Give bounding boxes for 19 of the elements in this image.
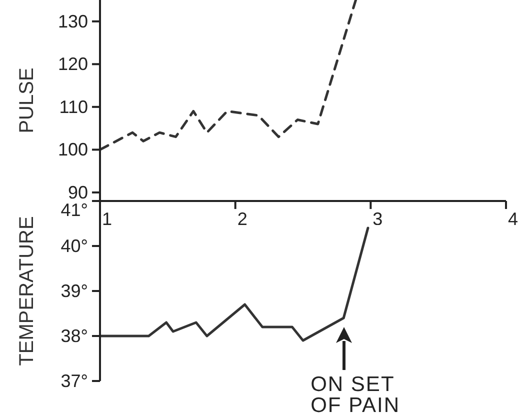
y-tick-label: 40° <box>60 236 88 256</box>
x-tick-label: 1 <box>102 208 112 229</box>
line-series <box>100 226 370 342</box>
x-tick-label: 4 <box>508 208 518 229</box>
y-tick-label: 39° <box>60 281 88 301</box>
x-tick-label: 2 <box>237 208 248 229</box>
y-tick-label: 100 <box>58 140 88 160</box>
y-tick-label: 41° <box>60 200 88 220</box>
y-axis-title: PULSE <box>16 68 38 134</box>
y-axis-title: TEMPERATURE <box>16 216 38 366</box>
x-tick-label: 3 <box>372 208 383 229</box>
y-tick-label: 110 <box>59 96 88 117</box>
y-tick-label: 38° <box>60 326 88 346</box>
line-series <box>100 0 358 151</box>
y-tick-label: 37° <box>60 371 88 391</box>
y-tick-label: 120 <box>58 54 88 74</box>
y-tick-label: 130 <box>58 11 88 32</box>
annotation: ON SET OF PAIN <box>310 373 402 417</box>
y-tick-label: 90 <box>68 182 88 202</box>
